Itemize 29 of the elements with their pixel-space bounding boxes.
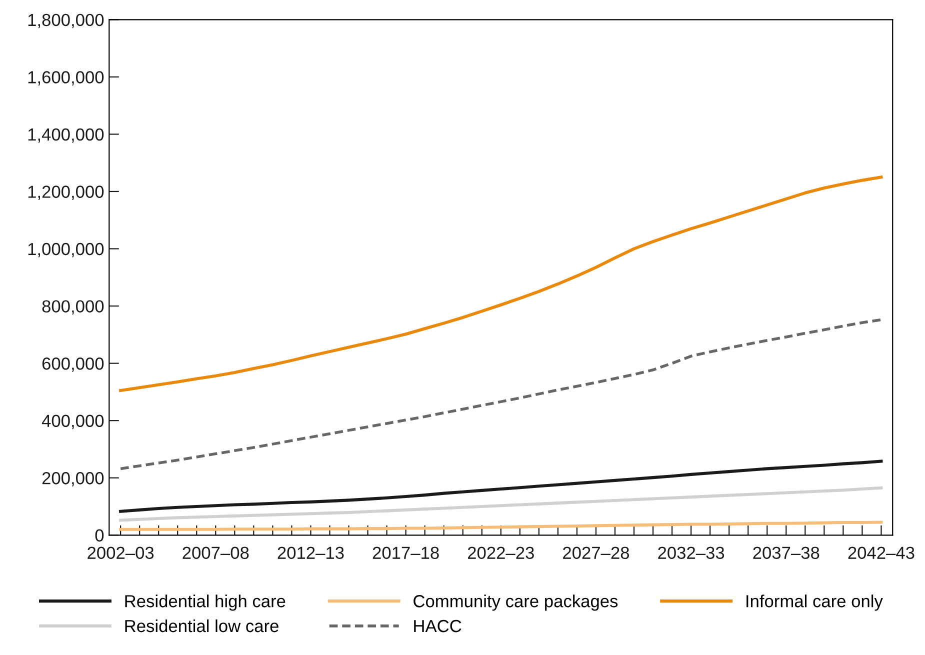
x-tick-label: 2002–03 [88, 546, 154, 559]
x-tick-label: 2032–33 [658, 546, 724, 559]
y-tick-label: 1,200,000 [28, 186, 104, 200]
y-tick-label: 1,800,000 [28, 14, 104, 28]
legend-label: Informal care only [746, 594, 883, 611]
x-tick-label: 2042–43 [848, 546, 914, 559]
x-tick-label: 2012–13 [278, 546, 344, 559]
y-tick-label: 800,000 [42, 300, 104, 315]
legend-label: HACC [414, 620, 462, 632]
y-tick-label: 600,000 [42, 357, 104, 372]
y-tick-label: 1,600,000 [28, 71, 104, 86]
y-tick-label: 1,400,000 [28, 128, 104, 143]
line-series [119, 460, 883, 513]
line-series [119, 520, 883, 531]
legend-label: Community care packages [414, 594, 618, 611]
line-series [119, 318, 883, 470]
y-tick-label: 400,000 [42, 414, 104, 430]
legend-label: Residential high care [125, 594, 286, 611]
y-tick-label: 0 [95, 529, 104, 542]
x-tick-label: 2017–18 [372, 546, 439, 559]
x-tick-label: 2007–08 [182, 546, 249, 559]
line-series [119, 486, 883, 522]
y-tick-label: 1,000,000 [28, 242, 104, 258]
x-tick-label: 2022–23 [468, 546, 534, 559]
y-tick-label: 200,000 [42, 472, 104, 486]
line-series [119, 176, 883, 392]
legend-label: Residential low care [125, 619, 278, 632]
x-tick-label: 2037–38 [753, 546, 820, 559]
x-tick-label: 2027–28 [563, 546, 630, 559]
